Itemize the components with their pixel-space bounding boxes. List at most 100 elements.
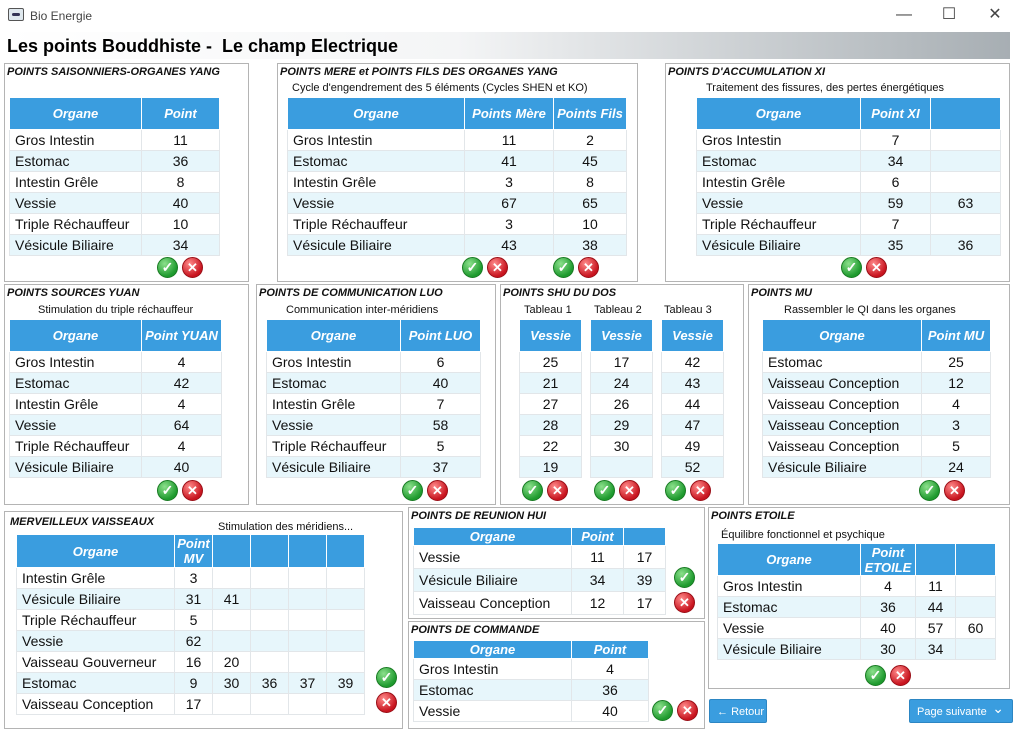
table-row[interactable]: Gros Intestin 11 2 [287, 129, 627, 151]
table-row[interactable]: Vaisseau Conception 17 [16, 693, 365, 715]
cancel-icon[interactable]: ✕ [487, 257, 508, 278]
table-row[interactable]: Gros Intestin 6 [266, 351, 481, 373]
table-row[interactable]: 49 [661, 435, 724, 457]
validate-icon[interactable]: ✓ [376, 667, 397, 688]
cancel-icon[interactable]: ✕ [890, 665, 911, 686]
cancel-icon[interactable]: ✕ [427, 480, 448, 501]
table-row[interactable]: Vésicule Biliaire 31 41 [16, 588, 365, 610]
table-row[interactable]: Gros Intestin 4 11 [717, 575, 996, 597]
back-button[interactable]: ← Retour [709, 699, 767, 723]
table-row[interactable]: Vésicule Biliaire 24 [762, 456, 991, 478]
table-row[interactable]: 30 [590, 435, 653, 457]
table-row[interactable]: Estomac 36 [9, 150, 220, 172]
table-row[interactable]: 47 [661, 414, 724, 436]
validate-icon[interactable]: ✓ [652, 700, 673, 721]
validate-icon[interactable]: ✓ [919, 480, 940, 501]
table-row[interactable]: Triple Réchauffeur 5 [266, 435, 481, 457]
table-row[interactable]: Gros Intestin 4 [413, 658, 649, 680]
cancel-icon[interactable]: ✕ [182, 480, 203, 501]
table-row[interactable]: 43 [661, 372, 724, 394]
table-row[interactable]: 17 [590, 351, 653, 373]
table-row[interactable]: Triple Réchauffeur 4 [9, 435, 222, 457]
table-row[interactable]: Vessie 64 [9, 414, 222, 436]
table-row[interactable]: Vessie 59 63 [696, 192, 1001, 214]
table-row[interactable]: Vessie 67 65 [287, 192, 627, 214]
next-page-button[interactable]: Page suivante ⌄ [909, 699, 1013, 723]
table-row[interactable]: Gros Intestin 7 [696, 129, 1001, 151]
table-row[interactable]: Vessie 40 [413, 700, 649, 722]
table-row[interactable]: Triple Réchauffeur 5 [16, 609, 365, 631]
cancel-icon[interactable]: ✕ [690, 480, 711, 501]
maximize-button[interactable]: ☐ [941, 6, 957, 23]
table-row[interactable]: Intestin Grêle 4 [9, 393, 222, 415]
validate-icon[interactable]: ✓ [665, 480, 686, 501]
table-row[interactable]: Vésicule Biliaire 43 38 [287, 234, 627, 256]
validate-icon[interactable]: ✓ [462, 257, 483, 278]
validate-icon[interactable]: ✓ [841, 257, 862, 278]
table-row[interactable]: 19 [519, 456, 582, 478]
table-row[interactable]: 29 [590, 414, 653, 436]
table-row[interactable]: Intestin Grêle 6 [696, 171, 1001, 193]
cancel-icon[interactable]: ✕ [619, 480, 640, 501]
table-row[interactable]: Triple Réchauffeur 3 10 [287, 213, 627, 235]
table-row[interactable]: Gros Intestin 4 [9, 351, 222, 373]
table-row[interactable]: Estomac 42 [9, 372, 222, 394]
table-row[interactable]: Vésicule Biliaire 34 39 [413, 568, 666, 592]
table-row[interactable]: Vaisseau Conception 5 [762, 435, 991, 457]
table-row[interactable]: Vaisseau Conception 3 [762, 414, 991, 436]
table-row[interactable]: 22 [519, 435, 582, 457]
validate-icon[interactable]: ✓ [157, 480, 178, 501]
table-row[interactable]: Estomac 9 30 36 37 39 [16, 672, 365, 694]
table-row[interactable]: Vésicule Biliaire 37 [266, 456, 481, 478]
cancel-icon[interactable]: ✕ [578, 257, 599, 278]
table-row[interactable]: 25 [519, 351, 582, 373]
table-row[interactable]: Vésicule Biliaire 35 36 [696, 234, 1001, 256]
table-row[interactable]: Estomac 25 [762, 351, 991, 373]
table-row[interactable]: Estomac 41 45 [287, 150, 627, 172]
validate-icon[interactable]: ✓ [865, 665, 886, 686]
table-row[interactable]: Vessie 58 [266, 414, 481, 436]
table-row[interactable]: 52 [661, 456, 724, 478]
minimize-button[interactable]: — [896, 6, 912, 23]
table-row[interactable]: Vessie 62 [16, 630, 365, 652]
table-row[interactable]: Intestin Grêle 3 8 [287, 171, 627, 193]
table-row[interactable]: Vessie 11 17 [413, 545, 666, 569]
validate-icon[interactable]: ✓ [674, 567, 695, 588]
table-row[interactable]: Triple Réchauffeur 7 [696, 213, 1001, 235]
cancel-icon[interactable]: ✕ [944, 480, 965, 501]
table-row[interactable]: Estomac 36 44 [717, 596, 996, 618]
table-row[interactable]: 24 [590, 372, 653, 394]
table-row[interactable]: Vésicule Biliaire 34 [9, 234, 220, 256]
table-row[interactable]: 42 [661, 351, 724, 373]
table-row[interactable]: Estomac 34 [696, 150, 1001, 172]
cancel-icon[interactable]: ✕ [182, 257, 203, 278]
validate-icon[interactable]: ✓ [522, 480, 543, 501]
table-row[interactable]: Intestin Grêle 8 [9, 171, 220, 193]
table-row[interactable]: Triple Réchauffeur 10 [9, 213, 220, 235]
table-row[interactable]: 21 [519, 372, 582, 394]
table-row[interactable]: Vessie 40 57 60 [717, 617, 996, 639]
cancel-icon[interactable]: ✕ [674, 592, 695, 613]
table-row[interactable]: Estomac 40 [266, 372, 481, 394]
validate-icon[interactable]: ✓ [157, 257, 178, 278]
table-row[interactable]: Vésicule Biliaire 30 34 [717, 638, 996, 660]
table-row[interactable]: 26 [590, 393, 653, 415]
table-row[interactable]: Gros Intestin 11 [9, 129, 220, 151]
table-row[interactable]: Estomac 36 [413, 679, 649, 701]
table-row[interactable]: 44 [661, 393, 724, 415]
table-row[interactable]: Intestin Grêle 7 [266, 393, 481, 415]
table-row[interactable]: Vaisseau Conception 12 17 [413, 591, 666, 615]
table-row[interactable] [590, 456, 653, 478]
table-row[interactable]: Vésicule Biliaire 40 [9, 456, 222, 478]
validate-icon[interactable]: ✓ [402, 480, 423, 501]
cancel-icon[interactable]: ✕ [376, 692, 397, 713]
validate-icon[interactable]: ✓ [553, 257, 574, 278]
close-window-button[interactable]: ✕ [988, 6, 1002, 23]
validate-icon[interactable]: ✓ [594, 480, 615, 501]
table-row[interactable]: 28 [519, 414, 582, 436]
table-row[interactable]: 27 [519, 393, 582, 415]
table-row[interactable]: Vaisseau Gouverneur 16 20 [16, 651, 365, 673]
table-row[interactable]: Vessie 40 [9, 192, 220, 214]
cancel-icon[interactable]: ✕ [866, 257, 887, 278]
cancel-icon[interactable]: ✕ [677, 700, 698, 721]
